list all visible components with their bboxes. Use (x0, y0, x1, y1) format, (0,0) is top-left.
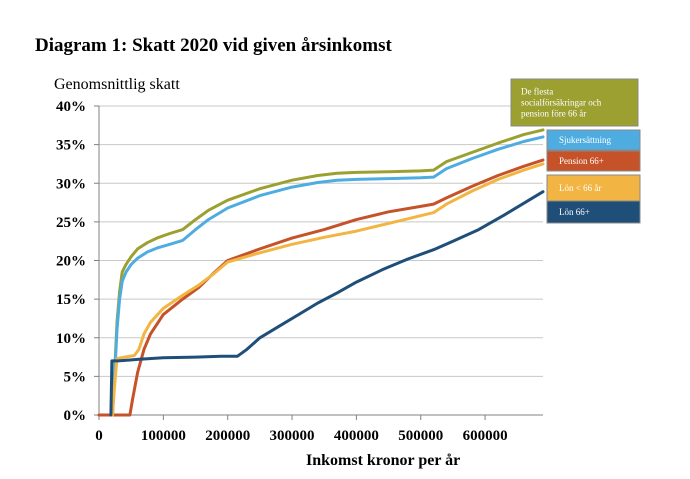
legend-entry-4: Lön < 66 år (546, 174, 641, 202)
legend-entry-2: Sjukersättning (546, 129, 641, 151)
tick-labels: 0% 5% 10% 15% 20% 25% 30% 35% 40% 0 100000 200000 30… (56, 99, 508, 444)
x-tick-label: 0 (95, 428, 103, 444)
legend-entry-3: Pension 66+ (546, 150, 641, 172)
series-line-1 (111, 128, 545, 417)
gridlines (99, 105, 543, 377)
y-tick-label: 25% (56, 215, 86, 231)
series-line-3 (97, 158, 545, 417)
series-line-2 (111, 135, 545, 417)
legend-label: Lön 66+ (559, 207, 590, 217)
y-tick-label: 15% (56, 292, 86, 308)
chart-title: Diagram 1: Skatt 2020 vid given årsinkom… (35, 35, 392, 56)
y-axis-label: Genomsnittlig skatt (54, 76, 180, 93)
legend-swatch (546, 150, 641, 172)
x-axis-label: Inkomst kronor per år (306, 452, 461, 469)
legend-swatch (546, 129, 641, 151)
series-lines (97, 128, 545, 417)
x-tick-label: 500000 (398, 428, 443, 444)
y-tick-label: 20% (56, 254, 86, 270)
y-tick-label: 40% (56, 99, 86, 115)
x-tick-label: 600000 (463, 428, 508, 444)
legend-label: Pension 66+ (559, 156, 604, 166)
series-line-4 (111, 162, 545, 417)
y-tick-label: 5% (64, 369, 87, 385)
y-tick-label: 35% (56, 138, 86, 154)
legend-label: socialförsäkringar och (521, 98, 602, 108)
legend-swatch (546, 200, 641, 224)
x-tick-label: 200000 (205, 428, 250, 444)
y-tick-label: 30% (56, 176, 86, 192)
legend-swatch (546, 174, 641, 202)
axes (94, 105, 543, 420)
x-tick-label: 400000 (334, 428, 379, 444)
series-line-5 (109, 190, 545, 417)
legend-label: Sjukersättning (559, 135, 611, 145)
legend-label: pension före 66 år (521, 109, 586, 119)
legend-label: De flesta (521, 87, 553, 97)
x-tick-label: 100000 (141, 428, 186, 444)
y-tick-label: 10% (56, 331, 86, 347)
legend-label: Lön < 66 år (559, 183, 601, 193)
y-tick-label: 0% (64, 408, 87, 424)
legend-swatch (510, 78, 639, 127)
legend-entry-5: Lön 66+ (546, 200, 641, 224)
x-tick-label: 300000 (270, 428, 315, 444)
